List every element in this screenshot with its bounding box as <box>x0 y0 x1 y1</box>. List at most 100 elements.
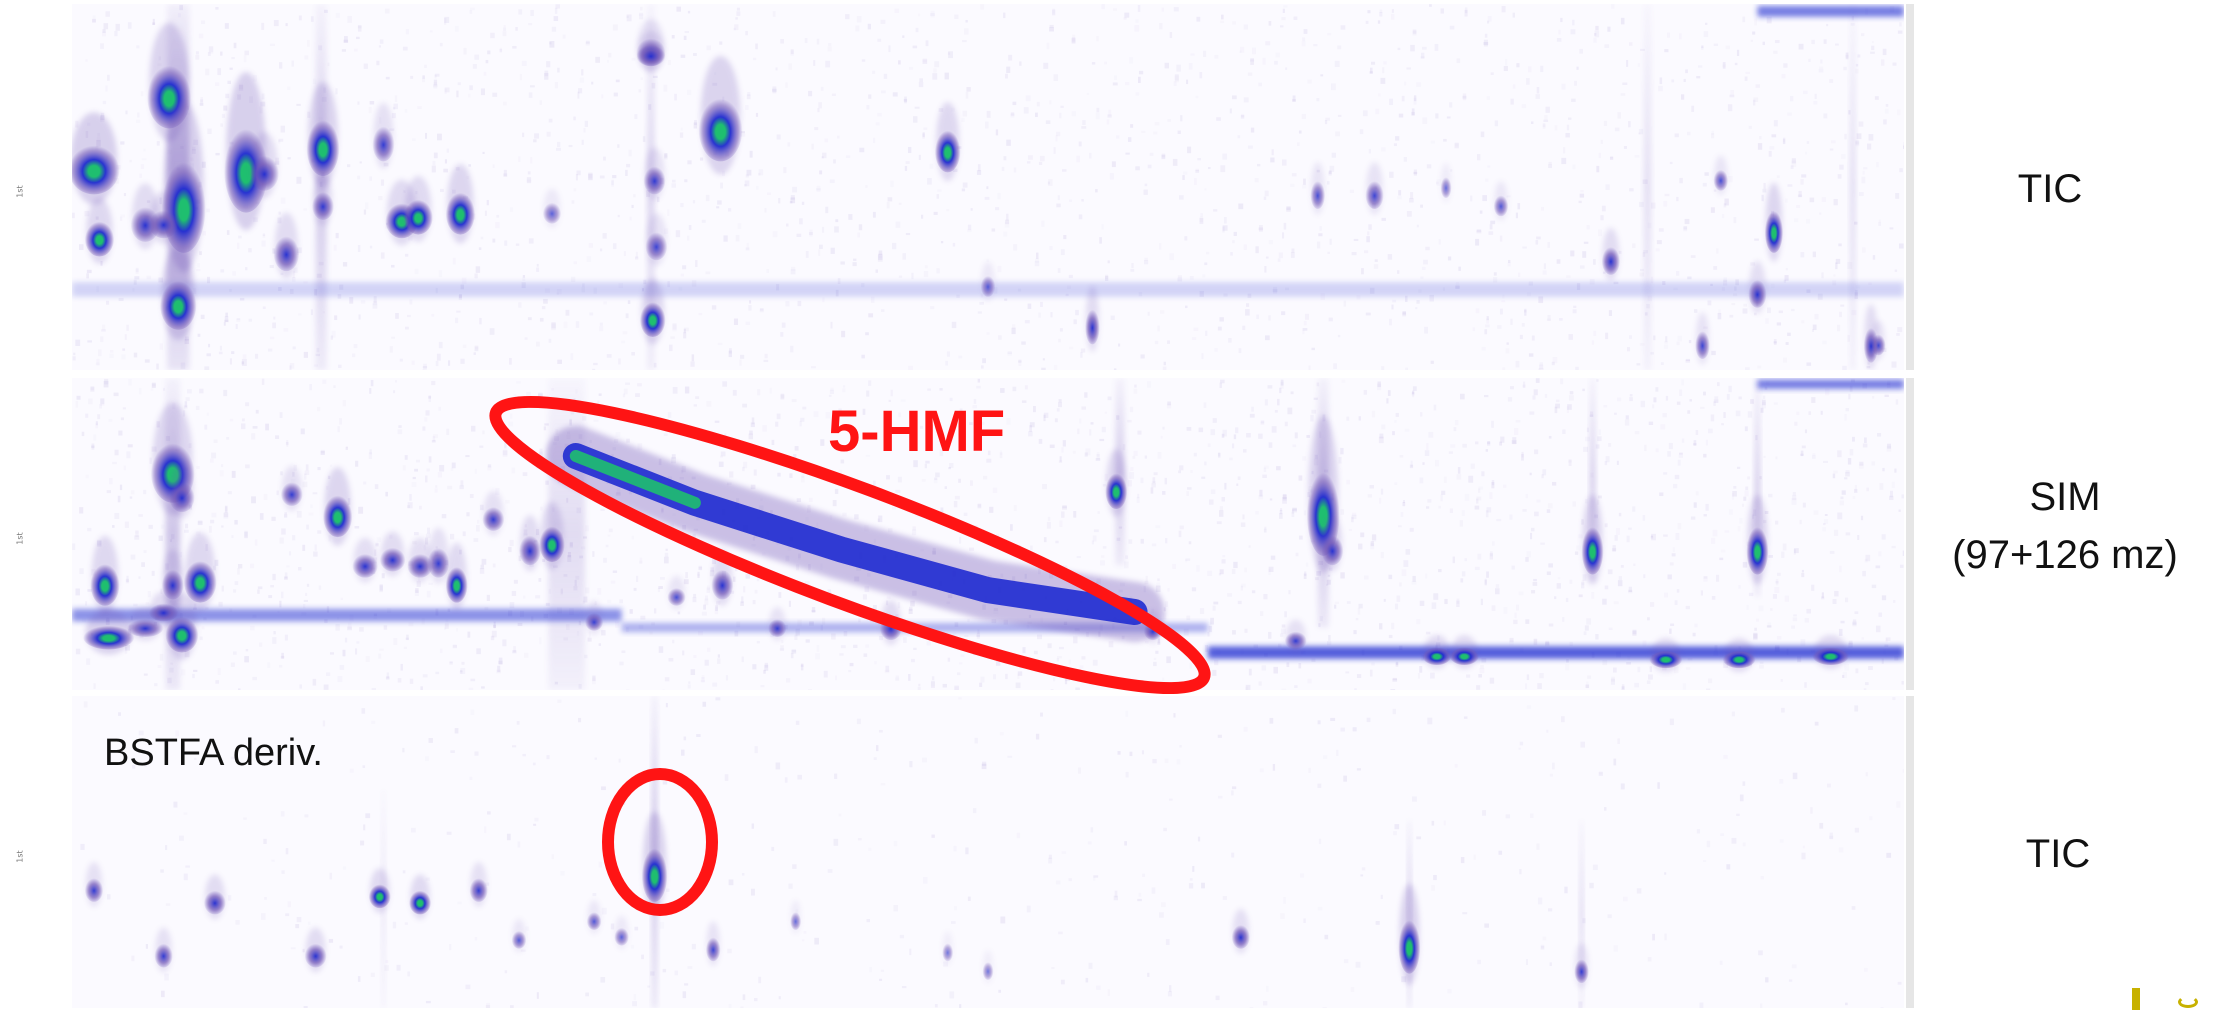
noise-dot <box>1783 137 1785 142</box>
noise-dot <box>1402 569 1407 576</box>
noise-dot <box>1381 147 1385 151</box>
noise-dot <box>635 256 639 260</box>
noise-dot <box>1420 276 1423 278</box>
noise-dot <box>528 92 533 98</box>
noise-dot <box>1587 675 1592 679</box>
noise-dot <box>1613 667 1617 673</box>
noise-dot <box>1137 898 1142 902</box>
noise-dot <box>85 475 88 479</box>
noise-dot <box>1542 469 1547 476</box>
noise-dot <box>205 68 210 76</box>
noise-dot <box>1276 466 1281 471</box>
noise-dot <box>1387 254 1393 260</box>
noise-dot <box>1608 442 1612 447</box>
noise-dot <box>487 811 491 815</box>
noise-dot <box>672 324 676 331</box>
noise-dot <box>1729 509 1733 515</box>
noise-dot <box>1894 269 1898 272</box>
noise-dot <box>1360 532 1365 538</box>
noise-dot <box>958 478 961 483</box>
noise-dot <box>568 144 573 148</box>
noise-dot <box>1429 294 1434 302</box>
noise-dot <box>1804 682 1807 688</box>
noise-dot <box>1792 495 1797 501</box>
hmf-highlight-label: 5-HMF <box>828 399 1006 464</box>
panel-scrollbar-2[interactable] <box>1906 378 1914 690</box>
noise-dot <box>1049 246 1052 250</box>
noise-dot <box>1219 317 1224 322</box>
noise-dot <box>965 847 969 855</box>
noise-dot <box>1151 543 1157 547</box>
noise-dot <box>200 314 205 319</box>
noise-dot <box>1306 435 1310 438</box>
noise-dot <box>1293 16 1298 20</box>
noise-dot <box>405 109 408 113</box>
noise-dot <box>185 865 190 868</box>
noise-dot <box>1145 641 1149 643</box>
noise-dot <box>1372 411 1375 418</box>
noise-dot <box>1848 640 1853 645</box>
noise-dot <box>1358 603 1363 609</box>
panel-scrollbar-3[interactable] <box>1906 696 1914 1008</box>
noise-dot <box>347 164 351 168</box>
noise-dot <box>1161 902 1166 907</box>
noise-dot <box>409 678 414 684</box>
noise-dot <box>1643 640 1647 646</box>
noise-dot <box>808 232 813 236</box>
noise-dot <box>251 496 256 504</box>
noise-dot <box>848 670 852 673</box>
noise-dot <box>1856 133 1862 140</box>
noise-dot <box>729 1004 732 1008</box>
noise-dot <box>601 94 603 98</box>
noise-dot <box>446 148 450 153</box>
noise-dot <box>265 423 269 431</box>
y-axis-tiny-label-2: 1st <box>15 532 25 545</box>
noise-dot <box>880 969 885 972</box>
noise-dot <box>1843 66 1847 71</box>
noise-dot <box>1499 308 1503 315</box>
noise-dot <box>1334 604 1337 609</box>
noise-dot <box>487 50 491 55</box>
noise-dot <box>1358 416 1361 421</box>
noise-dot <box>808 689 813 690</box>
noise-dot <box>1351 516 1354 523</box>
side-label-tic-top-text: TIC <box>2017 167 2083 211</box>
noise-dot <box>457 902 461 905</box>
noise-dot <box>1006 139 1011 146</box>
noise-dot <box>1653 397 1657 403</box>
noise-dot <box>446 831 452 835</box>
noise-dot <box>780 645 784 651</box>
noise-dot <box>675 230 681 238</box>
noise-dot <box>693 404 698 407</box>
noise-dot <box>904 165 908 171</box>
noise-dot <box>946 351 951 357</box>
noise-dot <box>1766 625 1772 628</box>
noise-dot <box>217 68 222 76</box>
noise-dot <box>1810 807 1813 814</box>
panel-scrollbar-1[interactable] <box>1906 4 1914 370</box>
noise-dot <box>1552 762 1555 770</box>
noise-dot <box>1483 39 1488 47</box>
noise-dot <box>584 401 588 409</box>
noise-dot <box>939 388 943 391</box>
noise-dot <box>306 524 309 530</box>
noise-dot <box>831 93 836 97</box>
noise-dot <box>237 568 240 575</box>
noise-dot <box>409 299 413 305</box>
noise-dot <box>1286 206 1291 211</box>
noise-dot <box>1855 140 1860 145</box>
noise-dot <box>1233 434 1237 440</box>
noise-dot <box>1719 960 1723 965</box>
noise-dot <box>839 653 844 656</box>
noise-dot <box>1819 822 1824 829</box>
noise-dot <box>545 480 549 485</box>
noise-dot <box>1392 299 1397 303</box>
noise-dot <box>1096 454 1100 460</box>
noise-dot <box>1187 146 1192 154</box>
noise-dot <box>114 30 118 37</box>
noise-dot <box>1658 228 1664 232</box>
noise-dot <box>491 630 497 638</box>
noise-dot <box>281 197 286 203</box>
noise-dot <box>1155 650 1159 654</box>
noise-dot <box>986 259 989 262</box>
